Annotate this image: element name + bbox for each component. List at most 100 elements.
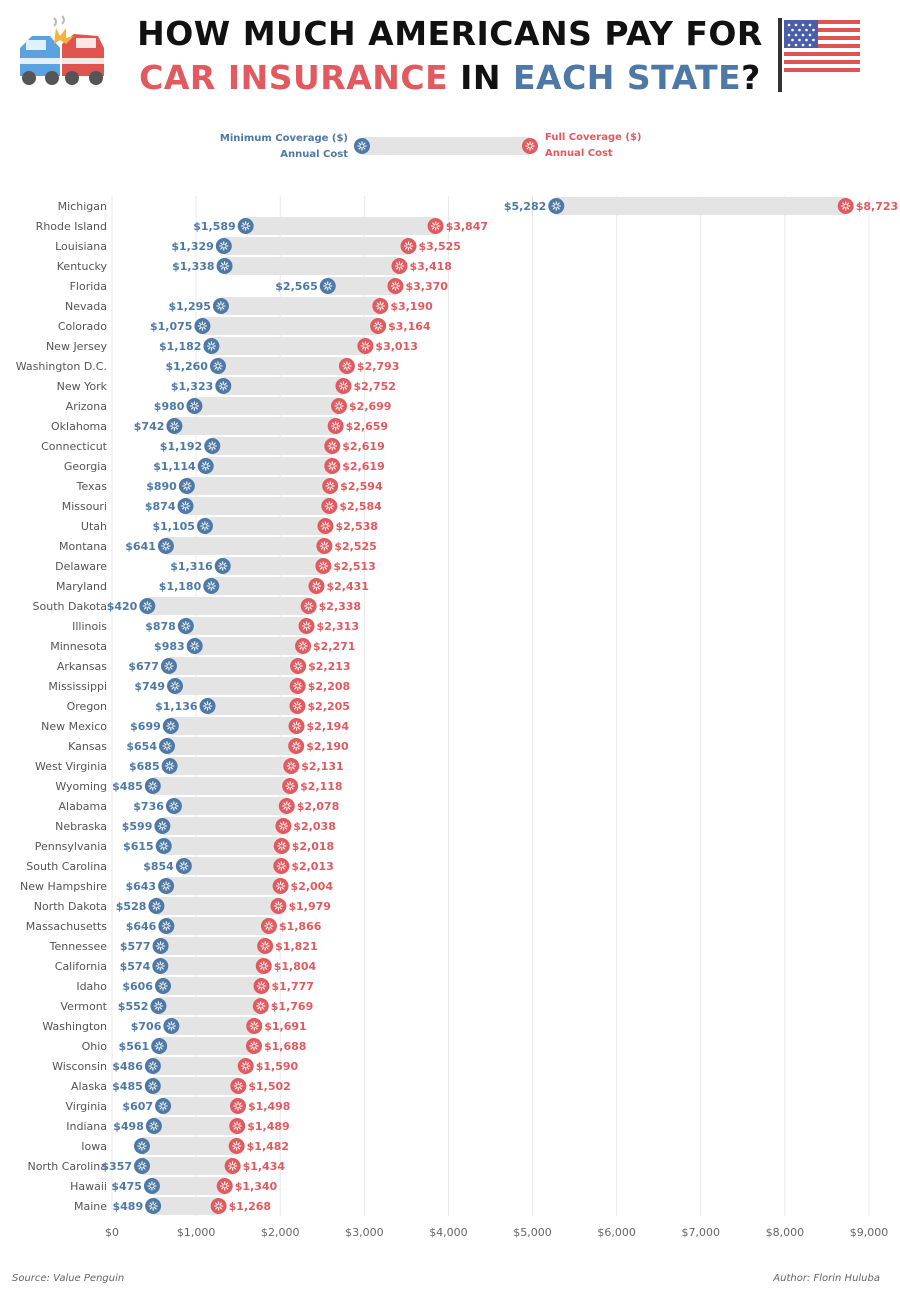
dot-spoke — [381, 302, 384, 306]
dot-spoke — [190, 406, 194, 410]
min-coverage-dot-fill — [199, 698, 216, 714]
min-coverage-dot — [163, 1018, 180, 1034]
dot-spoke — [233, 1162, 237, 1166]
title-in: IN — [448, 58, 513, 97]
full-value-label: $2,538 — [335, 520, 377, 533]
dot-spoke — [163, 742, 167, 746]
dot-spoke — [159, 982, 163, 986]
full-coverage-dot-fill — [324, 438, 341, 454]
dot-spoke — [142, 1166, 146, 1170]
range-bar — [159, 1037, 254, 1055]
range-bar — [245, 217, 436, 235]
dot-spoke — [366, 342, 369, 346]
dot-spoke — [164, 846, 168, 850]
dot-spoke — [187, 482, 191, 486]
full-coverage-dot — [400, 238, 417, 254]
dot-spoke — [239, 1086, 242, 1090]
dot-spoke — [378, 322, 382, 326]
dot-spoke — [432, 226, 435, 230]
dot-spoke — [298, 666, 302, 670]
range-bar — [173, 797, 287, 815]
dot-spoke — [159, 1002, 162, 1006]
dot-spoke — [170, 806, 174, 810]
min-coverage-dot-fill — [237, 218, 254, 234]
dot-spoke — [277, 886, 280, 890]
dot-spoke — [138, 1166, 142, 1170]
full-coverage-dot-fill — [229, 1118, 246, 1134]
dot-spoke — [291, 762, 295, 766]
full-value-label: $2,018 — [292, 840, 334, 853]
dot-spoke — [161, 962, 164, 966]
full-coverage-dot-fill — [289, 698, 306, 714]
full-coverage-dot-fill — [400, 238, 417, 254]
dot-spoke — [163, 822, 166, 826]
min-coverage-dot-fill — [186, 398, 203, 414]
range-bar — [556, 197, 846, 215]
full-coverage-dot-fill — [216, 1178, 233, 1194]
min-coverage-dot — [134, 1158, 151, 1174]
full-coverage-dot-fill — [283, 758, 300, 774]
dot-spoke — [238, 1106, 242, 1110]
min-value-label: $357 — [101, 1160, 132, 1173]
range-bar — [160, 937, 266, 955]
min-coverage-dot-fill — [154, 818, 171, 834]
dot-spoke — [161, 946, 165, 950]
dot-spoke — [279, 822, 283, 826]
dot-spoke — [269, 926, 273, 930]
min-coverage-dot-fill — [144, 1078, 161, 1094]
dot-spoke — [254, 1026, 258, 1030]
dot-spoke — [409, 246, 413, 250]
dot-spoke — [234, 1082, 238, 1086]
dot-spoke — [317, 582, 320, 586]
min-coverage-dot-fill — [203, 338, 220, 354]
full-coverage-dot — [288, 718, 305, 734]
state-label: Arkansas — [57, 660, 107, 673]
range-bar — [152, 777, 291, 795]
full-coverage-dot-fill — [210, 1198, 227, 1214]
dot-spoke — [287, 806, 291, 810]
full-coverage-dot — [253, 978, 270, 994]
full-coverage-dot-fill — [257, 938, 274, 954]
min-coverage-dot — [155, 1098, 172, 1114]
dot-spoke — [250, 1042, 254, 1046]
dot-spoke — [184, 862, 188, 866]
full-value-label: $2,584 — [339, 500, 382, 513]
source-note: Source: Value Penguin — [12, 1273, 125, 1284]
range-bar — [153, 1117, 238, 1135]
dot-spoke — [325, 542, 328, 546]
state-label: Maine — [74, 1200, 107, 1213]
full-coverage-dot — [270, 898, 287, 914]
min-value-label: $685 — [129, 760, 160, 773]
min-coverage-dot — [143, 1178, 160, 1194]
dot-spoke — [283, 802, 287, 806]
dot-spoke — [166, 766, 169, 770]
state-label: Iowa — [81, 1140, 107, 1153]
full-coverage-dot — [391, 258, 408, 274]
dot-spoke — [330, 502, 333, 506]
x-tick-label: $8,000 — [766, 1226, 805, 1239]
state-label: Nebraska — [55, 820, 107, 833]
min-value-label: $706 — [131, 1020, 162, 1033]
min-coverage-dot-fill — [155, 838, 172, 854]
dot-spoke — [343, 362, 347, 366]
min-coverage-dot-fill — [151, 1038, 168, 1054]
dot-spoke — [148, 602, 151, 606]
dot-spoke — [182, 622, 186, 626]
dot-spoke — [170, 422, 174, 426]
dot-spoke — [148, 1182, 152, 1186]
dot-spoke — [324, 286, 328, 290]
state-label: Connecticut — [41, 440, 108, 453]
full-coverage-dot — [255, 958, 272, 974]
full-value-label: $2,659 — [346, 420, 388, 433]
dot-spoke — [169, 666, 173, 670]
dot-spoke — [159, 1106, 163, 1110]
dot-spoke — [293, 726, 296, 730]
dot-spoke — [257, 1006, 261, 1010]
dot-spoke — [164, 842, 168, 846]
full-value-label: $3,847 — [446, 220, 488, 233]
full-value-label: $1,590 — [256, 1060, 299, 1073]
dot-spoke — [309, 602, 313, 606]
min-coverage-dot — [161, 758, 178, 774]
full-value-label: $2,078 — [297, 800, 339, 813]
